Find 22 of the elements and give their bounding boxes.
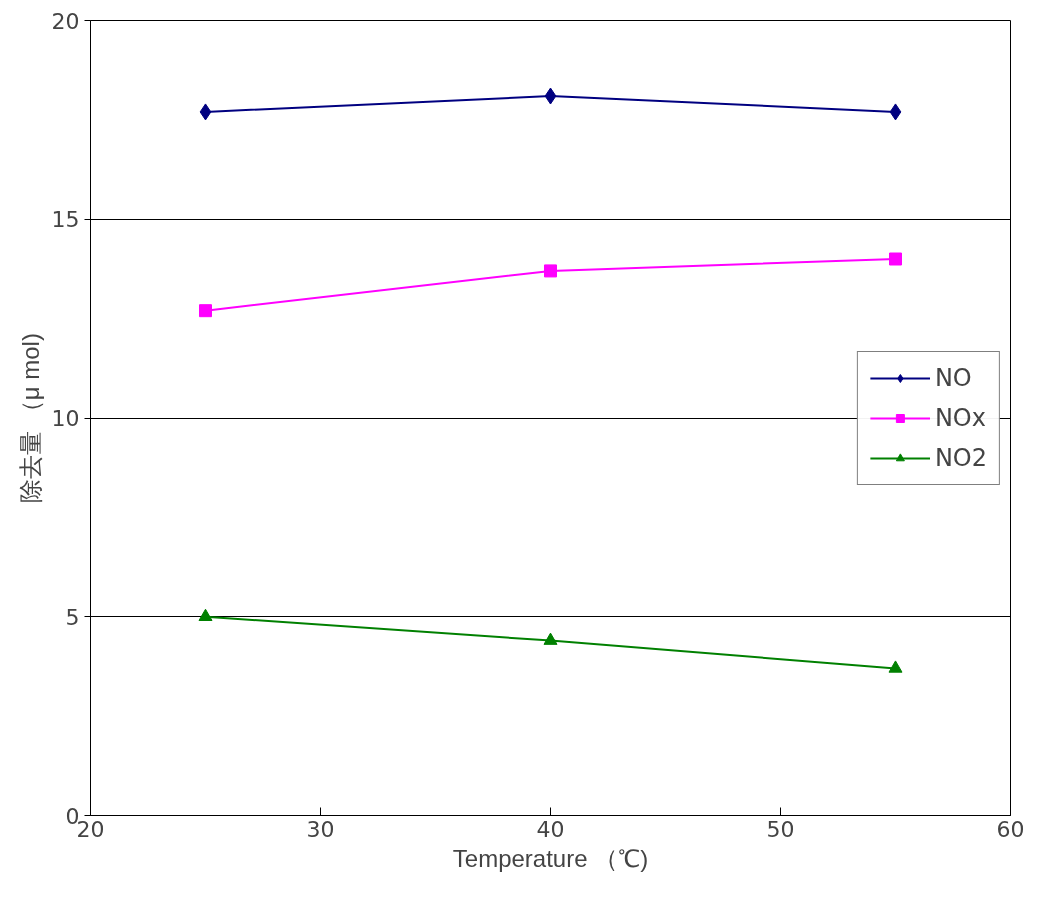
- x-tick-label: 50: [766, 816, 795, 842]
- x-axis-title: Temperature （℃): [452, 844, 649, 872]
- x-tick-label: 60: [996, 816, 1025, 842]
- legend-label: NO: [934, 363, 972, 392]
- y-tick-label: 20: [51, 8, 80, 34]
- y-tick-label: 10: [51, 406, 80, 431]
- point: [544, 87, 557, 105]
- point: [544, 264, 557, 278]
- point: [888, 660, 903, 673]
- y-tick-label: 15: [51, 207, 80, 233]
- y-tick-label: 5: [65, 604, 80, 630]
- x-tick-label: 30: [306, 816, 335, 842]
- point: [198, 608, 213, 621]
- legend-label: NOx: [934, 403, 986, 432]
- x-tick-label: 40: [536, 816, 565, 842]
- point: [199, 304, 212, 318]
- point: [199, 103, 212, 121]
- y-axis-title: 除去量 （μ mol): [16, 333, 44, 503]
- point: [543, 632, 558, 645]
- point: [889, 103, 902, 121]
- legend-label: NO2: [934, 443, 987, 472]
- point: [889, 252, 902, 266]
